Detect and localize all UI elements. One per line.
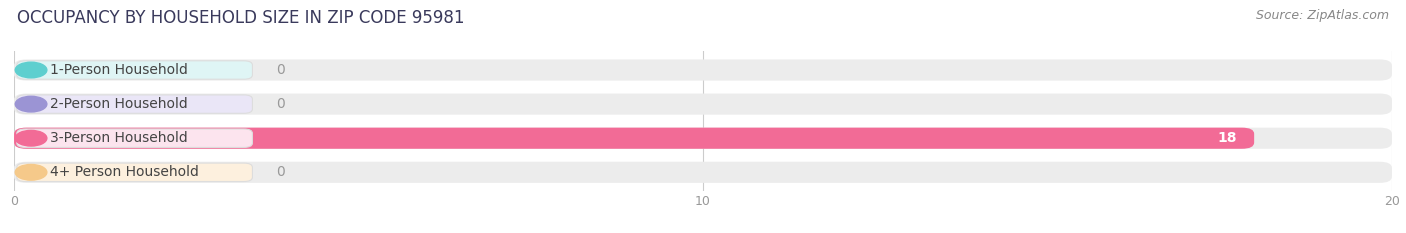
FancyBboxPatch shape (14, 93, 1392, 115)
FancyBboxPatch shape (14, 128, 1254, 149)
FancyBboxPatch shape (17, 129, 253, 147)
FancyBboxPatch shape (14, 128, 1392, 149)
Circle shape (15, 62, 46, 78)
Text: 1-Person Household: 1-Person Household (51, 63, 188, 77)
Text: 0: 0 (276, 165, 284, 179)
Text: Source: ZipAtlas.com: Source: ZipAtlas.com (1256, 9, 1389, 22)
FancyBboxPatch shape (14, 59, 1392, 81)
Circle shape (15, 130, 46, 146)
FancyBboxPatch shape (17, 163, 253, 182)
Text: OCCUPANCY BY HOUSEHOLD SIZE IN ZIP CODE 95981: OCCUPANCY BY HOUSEHOLD SIZE IN ZIP CODE … (17, 9, 464, 27)
Text: 0: 0 (276, 97, 284, 111)
Text: 0: 0 (276, 63, 284, 77)
Circle shape (15, 96, 46, 112)
FancyBboxPatch shape (17, 95, 253, 113)
Circle shape (15, 164, 46, 180)
Text: 18: 18 (1218, 131, 1237, 145)
Text: 3-Person Household: 3-Person Household (51, 131, 188, 145)
FancyBboxPatch shape (17, 61, 253, 79)
Text: 2-Person Household: 2-Person Household (51, 97, 188, 111)
Text: 4+ Person Household: 4+ Person Household (51, 165, 200, 179)
FancyBboxPatch shape (14, 162, 1392, 183)
